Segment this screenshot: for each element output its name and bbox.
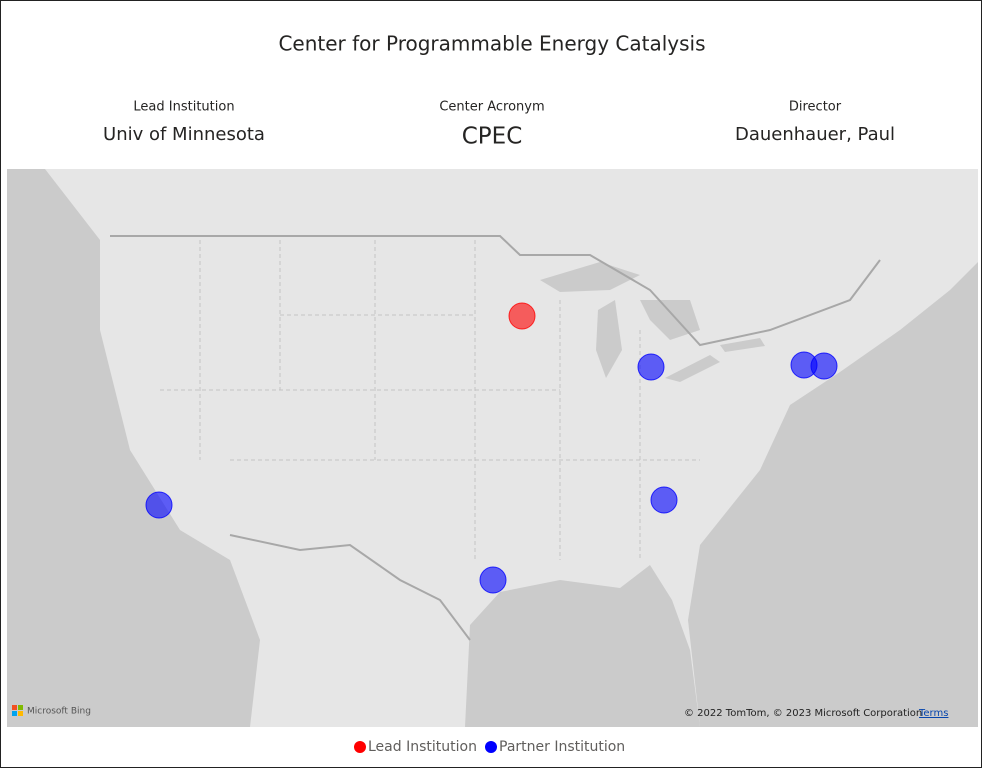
lead-marker[interactable] — [508, 302, 536, 330]
card-value: Dauenhauer, Paul — [735, 124, 895, 145]
map-provider: Microsoft Bing — [27, 707, 91, 717]
state-lines — [160, 240, 700, 560]
card-value: CPEC — [462, 124, 523, 150]
map[interactable]: Microsoft Bing © 2022 TomTom, © 2023 Mic… — [7, 169, 978, 727]
card-label: Director — [789, 100, 842, 115]
border — [229, 534, 471, 641]
lake — [720, 338, 765, 352]
legend-label[interactable]: Partner Institution — [499, 739, 625, 755]
legend-label[interactable]: Lead Institution — [368, 739, 477, 755]
partner-marker[interactable] — [650, 486, 678, 514]
lake — [596, 300, 622, 378]
card-label: Lead Institution — [133, 100, 234, 115]
lake — [640, 300, 700, 340]
card-value: Univ of Minnesota — [103, 124, 265, 145]
legend-swatch — [485, 741, 497, 753]
title: Center for Programmable Energy Catalysis — [278, 32, 705, 56]
ocean — [465, 565, 700, 727]
partner-marker[interactable] — [145, 491, 173, 519]
bing-logo — [12, 705, 23, 716]
attribution: © 2022 TomTom, © 2023 Microsoft Corporat… — [684, 708, 922, 719]
partner-marker[interactable] — [479, 566, 507, 594]
ocean — [7, 169, 260, 727]
ocean — [688, 262, 978, 727]
border — [110, 235, 881, 347]
terms-link[interactable]: Terms — [918, 708, 948, 719]
partner-marker[interactable] — [637, 353, 665, 381]
card-label: Center Acronym — [439, 100, 544, 115]
lake — [665, 355, 720, 382]
partner-marker[interactable] — [810, 352, 838, 380]
legend-swatch — [354, 741, 366, 753]
